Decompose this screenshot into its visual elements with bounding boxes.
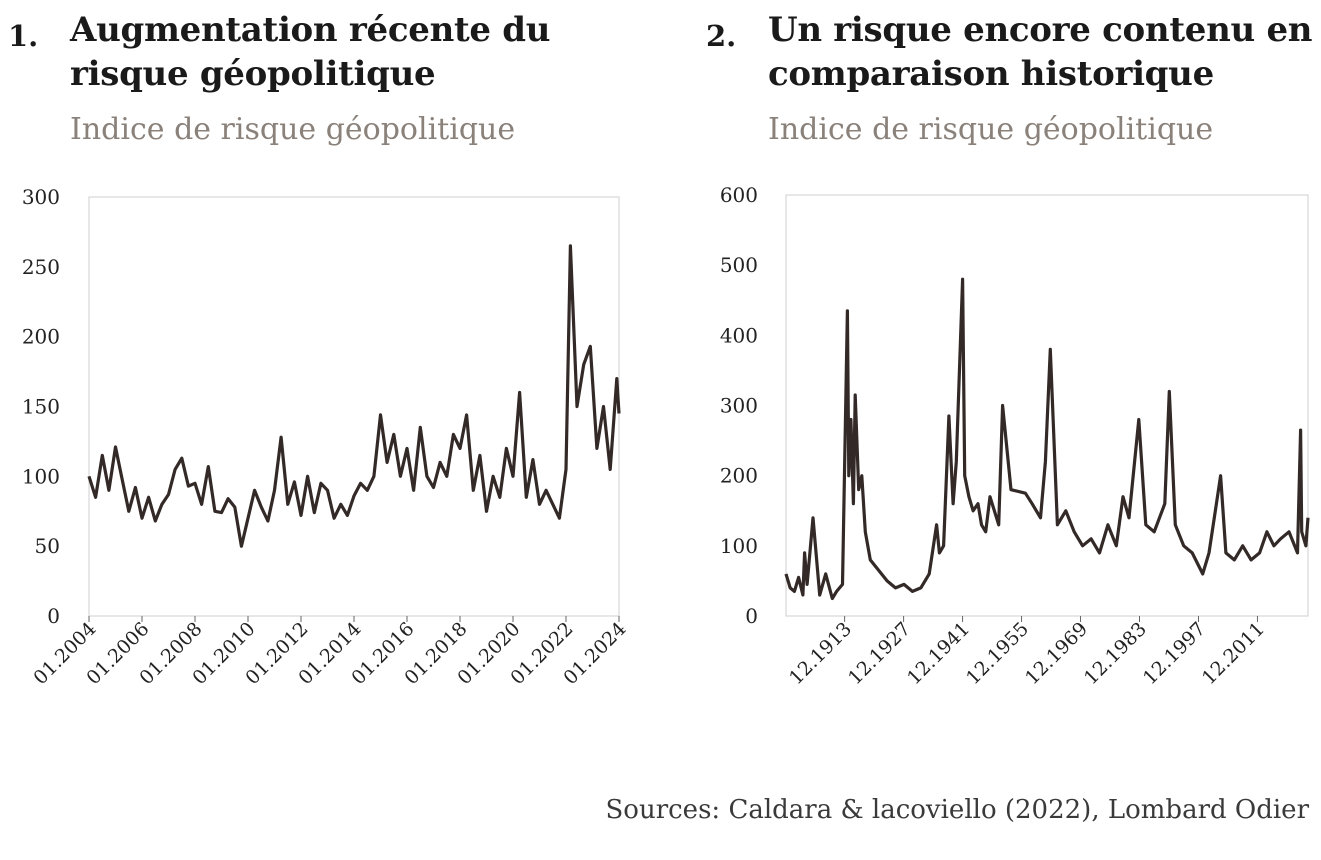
chart-number: 1. bbox=[8, 19, 39, 53]
y-tick-label: 300 bbox=[720, 394, 758, 418]
chart-title: Un risque encore contenu en comparaison … bbox=[768, 8, 1321, 96]
chart-panel-1: 1. Augmentation récente du risque géopol… bbox=[0, 0, 650, 760]
plot-area bbox=[88, 196, 620, 617]
chart-number: 2. bbox=[706, 19, 737, 53]
y-tick-label: 100 bbox=[720, 534, 758, 558]
chart-title-line-1: Un risque encore contenu en bbox=[768, 10, 1313, 50]
y-tick-label: 300 bbox=[22, 185, 60, 209]
chart-title-line-2: comparaison historique bbox=[768, 54, 1214, 94]
series-line bbox=[87, 244, 621, 548]
x-tick-label: 12.1997 bbox=[1139, 618, 1210, 689]
x-tick-label: 12.1927 bbox=[844, 618, 915, 689]
line-chart-1900-2023: 0 100 200 300 400 500 600 12.191312.192712.1941… bbox=[720, 183, 1310, 689]
x-tick-label: 12.1983 bbox=[1080, 618, 1151, 689]
chart-subtitle: Indice de risque géopolitique bbox=[768, 112, 1214, 147]
x-tick-label: 12.1913 bbox=[785, 618, 856, 689]
sources-note: Sources: Caldara & lacoviello (2022), Lo… bbox=[605, 795, 1309, 825]
y-tick-label: 150 bbox=[22, 395, 60, 419]
y-tick-label: 0 bbox=[47, 604, 60, 628]
y-tick-label: 0 bbox=[745, 604, 758, 628]
x-tick-label: 12.1969 bbox=[1021, 618, 1092, 689]
x-tick-label: 12.2011 bbox=[1198, 618, 1269, 689]
y-tick-label: 600 bbox=[720, 183, 758, 207]
y-tick-label: 250 bbox=[22, 255, 60, 279]
chart-panel-2: 2. Un risque encore contenu en comparais… bbox=[700, 0, 1321, 760]
y-tick-label: 50 bbox=[35, 534, 60, 558]
chart-title-line-1: Augmentation récente du bbox=[70, 10, 551, 50]
x-tick-label: 12.1941 bbox=[903, 618, 974, 689]
x-tick-label: 12.1955 bbox=[962, 618, 1033, 689]
plot-area bbox=[785, 194, 1309, 617]
y-tick-label: 100 bbox=[22, 464, 60, 488]
y-tick-label: 500 bbox=[720, 253, 758, 277]
chart-subtitle: Indice de risque géopolitique bbox=[70, 112, 516, 147]
chart-title: Augmentation récente du risque géopoliti… bbox=[70, 8, 630, 96]
line-chart-2004-2024: 05010015020025030001.200401.200601.20080… bbox=[22, 185, 631, 689]
y-tick-label: 200 bbox=[720, 464, 758, 488]
series-line bbox=[784, 277, 1310, 601]
y-tick-label: 400 bbox=[720, 323, 758, 347]
chart-title-line-2: risque géopolitique bbox=[70, 54, 436, 94]
y-tick-label: 200 bbox=[22, 325, 60, 349]
